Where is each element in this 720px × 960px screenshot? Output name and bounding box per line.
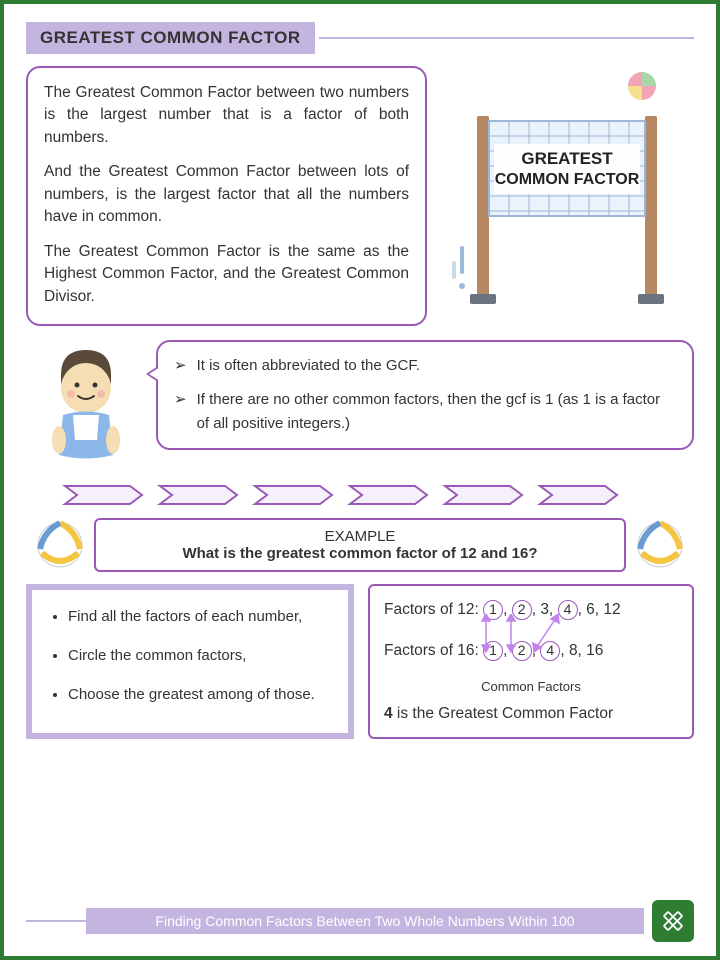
- result-line: 4 is the Greatest Common Factor: [384, 702, 678, 725]
- common-factors-label: Common Factors: [384, 677, 678, 697]
- header-divider: [319, 37, 694, 39]
- svg-text:COMMON FACTOR: COMMON FACTOR: [494, 171, 639, 188]
- footer: Finding Common Factors Between Two Whole…: [26, 900, 694, 942]
- boy-illustration: [26, 340, 146, 470]
- tips-bubble: It is often abbreviated to the GCF. If t…: [156, 340, 694, 450]
- footer-divider: [26, 920, 86, 922]
- tip-1: It is often abbreviated to the GCF.: [174, 354, 676, 378]
- step-2: Circle the common factors,: [68, 645, 330, 666]
- intro-p2: And the Greatest Common Factor between l…: [44, 161, 409, 228]
- steps-box: Find all the factors of each number, Cir…: [26, 584, 354, 739]
- example-box: EXAMPLE What is the greatest common fact…: [94, 518, 626, 572]
- page-title: GREATEST COMMON FACTOR: [26, 22, 315, 54]
- arrow-divider: [26, 478, 694, 512]
- factors-12: Factors of 12: 1, 2, 3, 4, 6, 12: [384, 598, 678, 621]
- example-question: What is the greatest common factor of 12…: [182, 545, 537, 562]
- factors-box: Factors of 12: 1, 2, 3, 4, 6, 12 Factors…: [368, 584, 694, 739]
- svg-text:GREATEST: GREATEST: [521, 149, 613, 168]
- mid-section: It is often abbreviated to the GCF. If t…: [26, 340, 694, 470]
- top-section: The Greatest Common Factor between two n…: [26, 66, 694, 326]
- example-row: EXAMPLE What is the greatest common fact…: [26, 518, 694, 572]
- intro-p1: The Greatest Common Factor between two n…: [44, 82, 409, 149]
- ruler-pencil-icon: [652, 900, 694, 942]
- step-1: Find all the factors of each number,: [68, 606, 330, 627]
- volleyball-net-illustration: GREATEST COMMON FACTOR: [439, 66, 694, 326]
- example-label: EXAMPLE: [110, 528, 610, 545]
- factors-16: Factors of 16: 1, 2, 4, 8, 16: [384, 639, 678, 662]
- footer-title: Finding Common Factors Between Two Whole…: [86, 908, 644, 934]
- intro-p3: The Greatest Common Factor is the same a…: [44, 241, 409, 308]
- bottom-section: Find all the factors of each number, Cir…: [26, 584, 694, 739]
- intro-box: The Greatest Common Factor between two n…: [26, 66, 427, 326]
- step-3: Choose the greatest among of those.: [68, 684, 330, 705]
- volleyball-icon: [36, 521, 84, 569]
- header: GREATEST COMMON FACTOR: [26, 22, 694, 54]
- volleyball-icon: [636, 521, 684, 569]
- tip-2: If there are no other common factors, th…: [174, 388, 676, 436]
